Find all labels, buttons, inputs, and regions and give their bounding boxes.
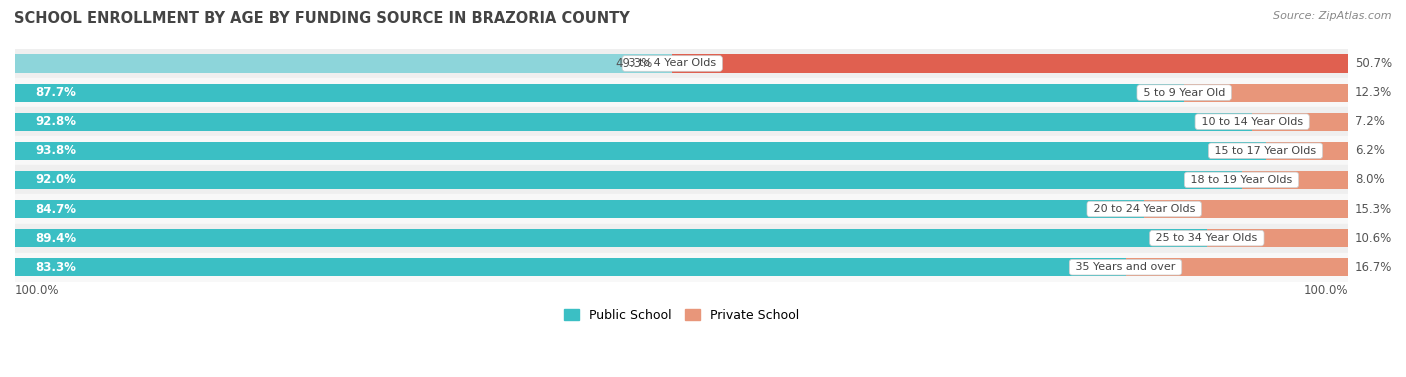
Bar	[1241, 171, 1348, 189]
Text: 10 to 14 Year Olds: 10 to 14 Year Olds	[1198, 117, 1306, 127]
Text: 20 to 24 Year Olds: 20 to 24 Year Olds	[1090, 204, 1199, 214]
Text: 35 Years and over: 35 Years and over	[1073, 262, 1180, 272]
Text: 5 to 9 Year Old: 5 to 9 Year Old	[1140, 87, 1229, 98]
Text: 93.8%: 93.8%	[35, 144, 76, 157]
Legend: Public School, Private School: Public School, Private School	[560, 304, 804, 327]
Text: 84.7%: 84.7%	[35, 202, 76, 216]
Bar	[15, 258, 1126, 276]
Bar	[1265, 142, 1348, 160]
Bar	[1126, 258, 1348, 276]
Text: 12.3%: 12.3%	[1355, 86, 1392, 99]
Text: 8.0%: 8.0%	[1355, 173, 1385, 186]
Text: 100.0%: 100.0%	[1303, 284, 1348, 297]
Text: 10.6%: 10.6%	[1355, 231, 1392, 245]
Text: 25 to 34 Year Olds: 25 to 34 Year Olds	[1153, 233, 1261, 243]
Bar	[15, 54, 672, 72]
Text: 18 to 19 Year Olds: 18 to 19 Year Olds	[1187, 175, 1296, 185]
Bar	[15, 224, 1348, 253]
Text: 7.2%: 7.2%	[1355, 115, 1385, 128]
Text: 89.4%: 89.4%	[35, 231, 76, 245]
Text: 6.2%: 6.2%	[1355, 144, 1385, 157]
Bar	[15, 78, 1348, 107]
Bar	[672, 54, 1348, 72]
Text: 87.7%: 87.7%	[35, 86, 76, 99]
Text: 50.7%: 50.7%	[1355, 57, 1392, 70]
Text: 92.8%: 92.8%	[35, 115, 76, 128]
Bar	[1253, 113, 1348, 131]
Bar	[15, 166, 1348, 195]
Text: 16.7%: 16.7%	[1355, 261, 1392, 274]
Bar	[15, 136, 1348, 166]
Text: 3 to 4 Year Olds: 3 to 4 Year Olds	[624, 58, 720, 69]
Text: 49.3%: 49.3%	[614, 57, 652, 70]
Bar	[15, 84, 1184, 102]
Bar	[15, 195, 1348, 224]
Bar	[1144, 200, 1348, 218]
Bar	[15, 142, 1265, 160]
Bar	[1206, 229, 1348, 247]
Text: 15 to 17 Year Olds: 15 to 17 Year Olds	[1211, 146, 1320, 156]
Bar	[15, 253, 1348, 282]
Bar	[15, 200, 1144, 218]
Bar	[15, 113, 1253, 131]
Bar	[15, 171, 1241, 189]
Bar	[15, 229, 1206, 247]
Text: 83.3%: 83.3%	[35, 261, 76, 274]
Text: 92.0%: 92.0%	[35, 173, 76, 186]
Bar	[15, 107, 1348, 136]
Text: SCHOOL ENROLLMENT BY AGE BY FUNDING SOURCE IN BRAZORIA COUNTY: SCHOOL ENROLLMENT BY AGE BY FUNDING SOUR…	[14, 11, 630, 26]
Text: 15.3%: 15.3%	[1355, 202, 1392, 216]
Text: 100.0%: 100.0%	[15, 284, 59, 297]
Text: Source: ZipAtlas.com: Source: ZipAtlas.com	[1274, 11, 1392, 21]
Bar	[1184, 84, 1348, 102]
Bar	[15, 49, 1348, 78]
